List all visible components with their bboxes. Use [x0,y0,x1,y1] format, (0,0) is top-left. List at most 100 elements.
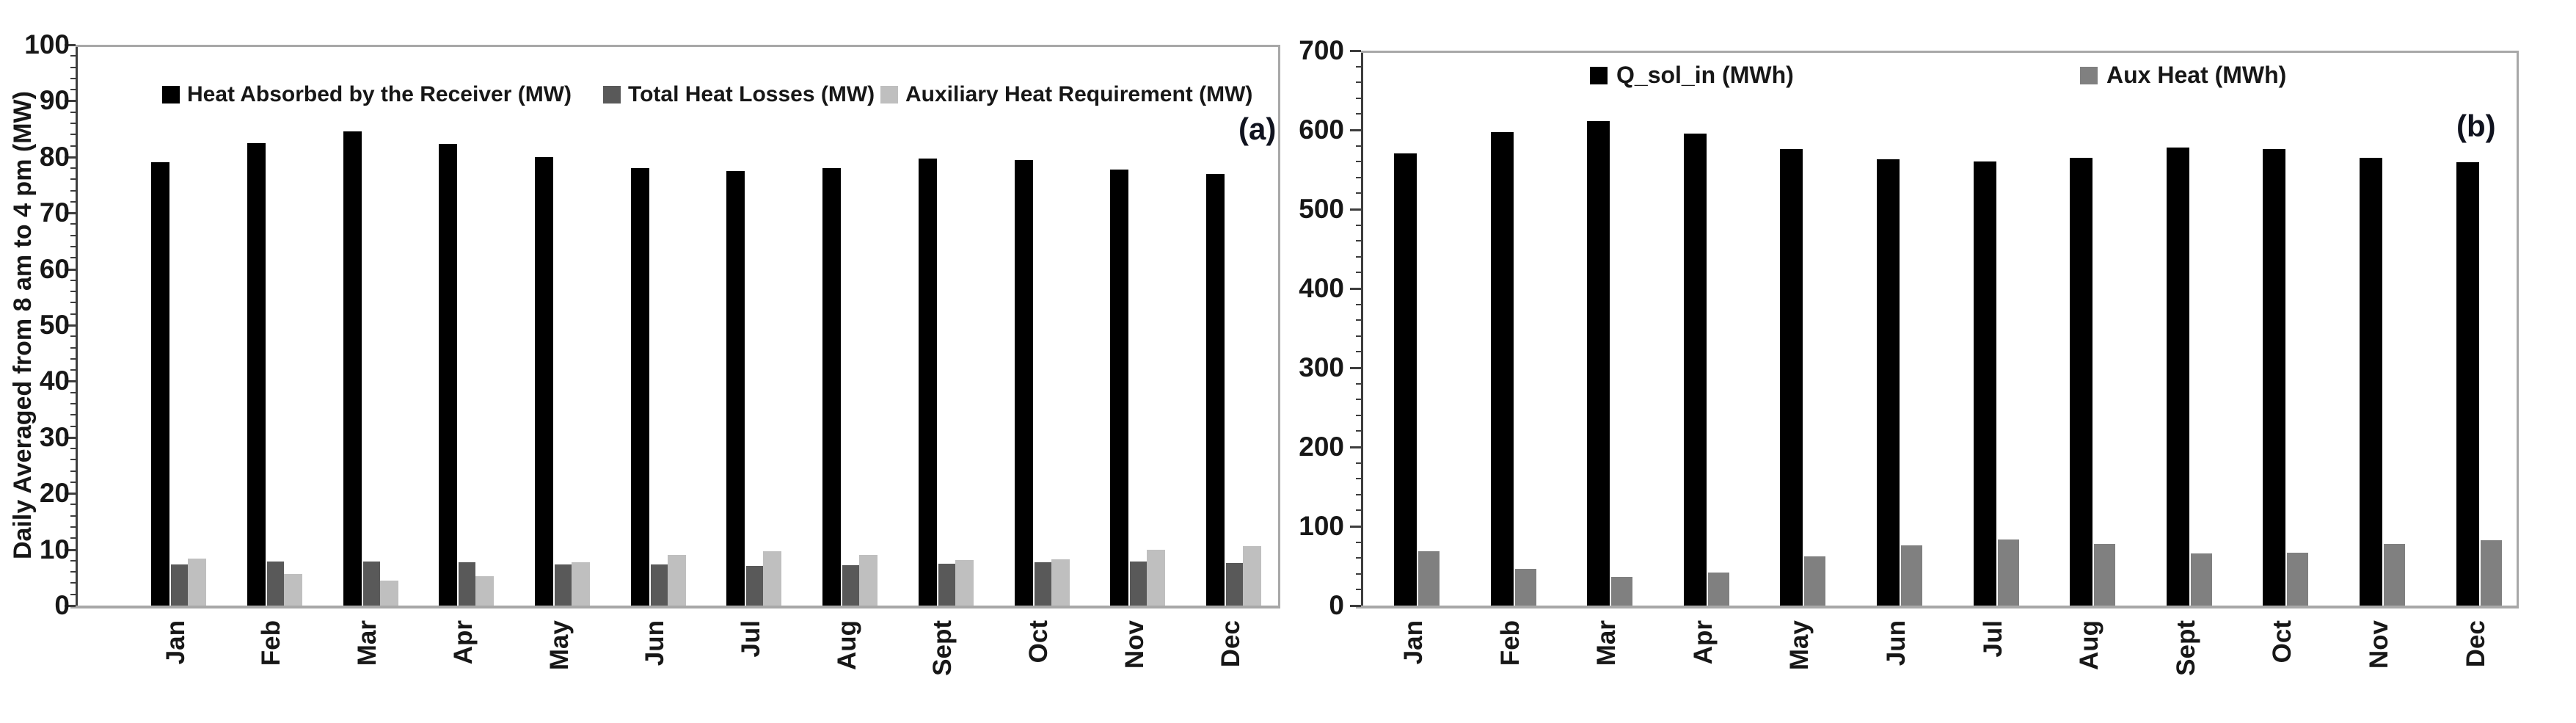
bar-total-heat-losses-mw-apr [459,562,476,606]
y-minor-tick [1356,145,1361,147]
legend-label-total-heat-losses: Total Heat Losses (MW) [628,82,875,106]
y-tick-label: 400 [1299,273,1344,303]
bar-heat-absorbed-by-the-receiver-mw-mar [343,131,362,606]
y-major-tick [65,156,76,159]
y-tick-label: 0 [1329,590,1344,620]
y-minor-tick [70,134,76,136]
legend-label-auxiliary-heat: Auxiliary Heat Requirement (MW) [905,82,1253,106]
y-minor-tick [70,302,76,304]
bar-heat-absorbed-by-the-receiver-mw-aug [822,168,842,606]
legend-entry-heat-absorbed: Heat Absorbed by the Receiver (MW) [162,82,572,107]
x-axis-label-mar: Mar [1592,620,1621,666]
y-minor-tick [70,593,76,595]
y-major-tick [65,212,76,215]
x-axis-label-aug: Aug [2075,620,2104,671]
y-minor-tick [70,291,76,293]
y-major-tick [65,44,76,46]
y-major-tick [1350,288,1361,290]
bar-heat-absorbed-by-the-receiver-mw-oct [1014,160,1033,606]
x-axis-label-feb: Feb [1495,620,1525,666]
y-major-tick [1350,129,1361,131]
y-minor-tick [1356,414,1361,416]
legend-label-aux-heat: Aux Heat (MWh) [2106,62,2287,88]
y-axis-spine-a [76,45,78,608]
y-major-tick [1350,526,1361,528]
y-minor-tick [70,369,76,371]
bar-auxiliary-heat-requirement-mw-nov [1147,549,1166,606]
y-minor-tick [70,145,76,147]
legend-swatch-auxiliary-heat-icon [880,86,898,103]
y-major-tick [1350,208,1361,211]
legend-entry-aux-heat: Aux Heat (MWh) [2080,62,2286,89]
x-axis-label-sept: Sept [2171,620,2200,676]
bar-heat-absorbed-by-the-receiver-mw-dec [1206,173,1225,606]
bar-heat-absorbed-by-the-receiver-mw-nov [1110,170,1129,606]
y-tick-label: 70 [39,197,70,228]
x-axis-label-may: May [1785,620,1814,671]
legend-swatch-aux-heat-icon [2080,66,2098,84]
y-minor-tick [70,246,76,248]
bar-auxiliary-heat-requirement-mw-dec [1243,546,1262,606]
bar-total-heat-losses-mw-may [555,564,572,606]
y-minor-tick [1356,255,1361,258]
bar-total-heat-losses-mw-sept [938,563,955,606]
bar-total-heat-losses-mw-dec [1226,562,1244,606]
y-minor-tick [1356,589,1361,591]
bar-q-sol-in-mwh-jan [1394,153,1417,606]
y-minor-tick [1356,351,1361,353]
bar-heat-absorbed-by-the-receiver-mw-jun [630,168,649,606]
legend-entry-total-heat-losses: Total Heat Losses (MW) [603,82,875,107]
y-major-tick [65,493,76,495]
y-minor-tick [1356,97,1361,99]
y-tick-label: 30 [39,421,70,452]
y-tick-label: 0 [54,590,70,620]
y-minor-tick [70,234,76,236]
bar-auxiliary-heat-requirement-mw-sept [955,560,974,606]
legend-label-heat-absorbed: Heat Absorbed by the Receiver (MW) [187,82,572,106]
y-minor-tick [70,89,76,91]
bar-aux-heat-mwh-aug [2094,543,2116,606]
y-minor-tick [70,515,76,517]
bar-q-sol-in-mwh-apr [1683,134,1707,606]
y-tick-label: 20 [39,478,70,509]
bar-total-heat-losses-mw-jul [746,565,764,606]
y-minor-tick [1356,399,1361,401]
bar-heat-absorbed-by-the-receiver-mw-feb [247,142,266,606]
y-minor-tick [70,313,76,315]
bar-total-heat-losses-mw-mar [362,561,380,606]
y-minor-tick [1356,65,1361,68]
x-axis-label-aug: Aug [832,620,861,671]
x-axis-label-nov: Nov [2365,620,2393,669]
x-axis-label-feb: Feb [257,620,286,666]
x-axis-line-a [70,606,1280,608]
y-minor-tick [1356,224,1361,226]
plot-right-border-b [2517,51,2519,608]
legend-label-qsolin: Q_sol_in (MWh) [1616,62,1794,88]
y-minor-tick [1356,509,1361,512]
y-minor-tick [70,346,76,349]
bar-heat-absorbed-by-the-receiver-mw-may [535,156,553,606]
y-minor-tick [1356,335,1361,337]
y-minor-tick [70,459,76,461]
y-minor-tick [1356,192,1361,195]
bar-auxiliary-heat-requirement-mw-apr [475,575,495,606]
y-minor-tick [70,189,76,192]
y-minor-tick [70,279,76,281]
bar-q-sol-in-mwh-sept [2166,147,2189,606]
plot-top-border-b [1361,51,2519,53]
bar-q-sol-in-mwh-mar [1587,121,1610,606]
x-axis-label-mar: Mar [353,620,382,666]
y-tick-label: 10 [39,534,70,564]
y-major-tick [65,100,76,103]
y-minor-tick [70,200,76,203]
y-minor-tick [70,504,76,506]
bar-q-sol-in-mwh-dec [2456,162,2479,606]
y-minor-tick [70,257,76,259]
y-major-tick [1350,50,1361,52]
x-axis-label-dec: Dec [2461,620,2490,668]
y-minor-tick [1356,430,1361,432]
y-axis-spine-b [1361,51,1363,608]
y-minor-tick [70,391,76,393]
bar-total-heat-losses-mw-jun [650,564,668,606]
y-minor-tick [70,481,76,483]
